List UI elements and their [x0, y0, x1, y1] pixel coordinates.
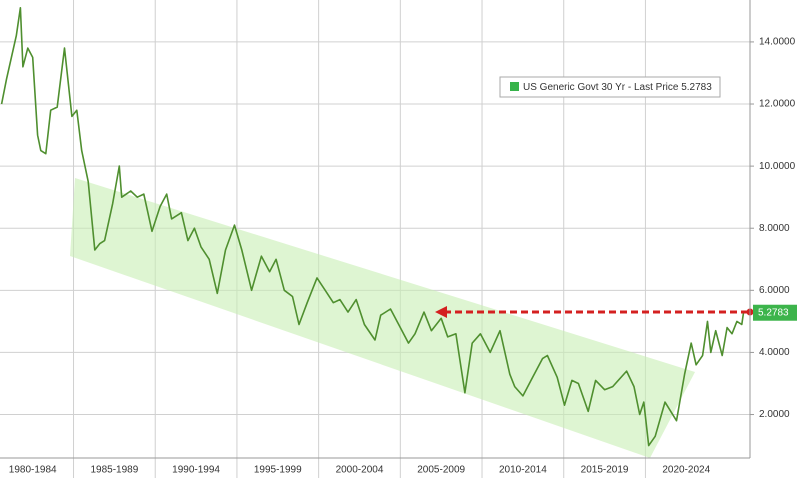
legend-label: US Generic Govt 30 Yr - Last Price 5.278… [523, 82, 712, 93]
y-tick-label: 4.0000 [759, 347, 790, 358]
y-tick-label: 2.0000 [759, 409, 790, 420]
arrow-head [435, 306, 447, 318]
legend-swatch [510, 82, 519, 91]
y-tick-label: 6.0000 [759, 285, 790, 296]
x-tick-label: 1990-1994 [172, 465, 220, 476]
last-price-label: 5.2783 [758, 307, 789, 318]
x-tick-label: 2010-2014 [499, 465, 547, 476]
x-tick-label: 1980-1984 [9, 465, 57, 476]
x-tick-label: 1995-1999 [254, 465, 302, 476]
legend: US Generic Govt 30 Yr - Last Price 5.278… [499, 76, 721, 98]
y-tick-label: 12.0000 [759, 99, 796, 110]
x-tick-label: 1985-1989 [90, 465, 138, 476]
x-tick-label: 2005-2009 [417, 465, 465, 476]
x-tick-label: 2020-2024 [662, 465, 710, 476]
legend-box [499, 76, 721, 98]
x-tick-label: 2000-2004 [336, 465, 384, 476]
y-tick-label: 14.0000 [759, 37, 796, 48]
axes: 2.0000 4.0000 6.0000 8.0000 10.0000 12.0000 14… [9, 37, 797, 476]
y-tick-label: 10.0000 [759, 161, 796, 172]
marks [0, 7, 745, 447]
y-tick-label: 8.0000 [759, 223, 790, 234]
last-price-box [753, 304, 797, 321]
series-line [0, 7, 745, 447]
x-tick-label: 2015-2019 [581, 465, 629, 476]
